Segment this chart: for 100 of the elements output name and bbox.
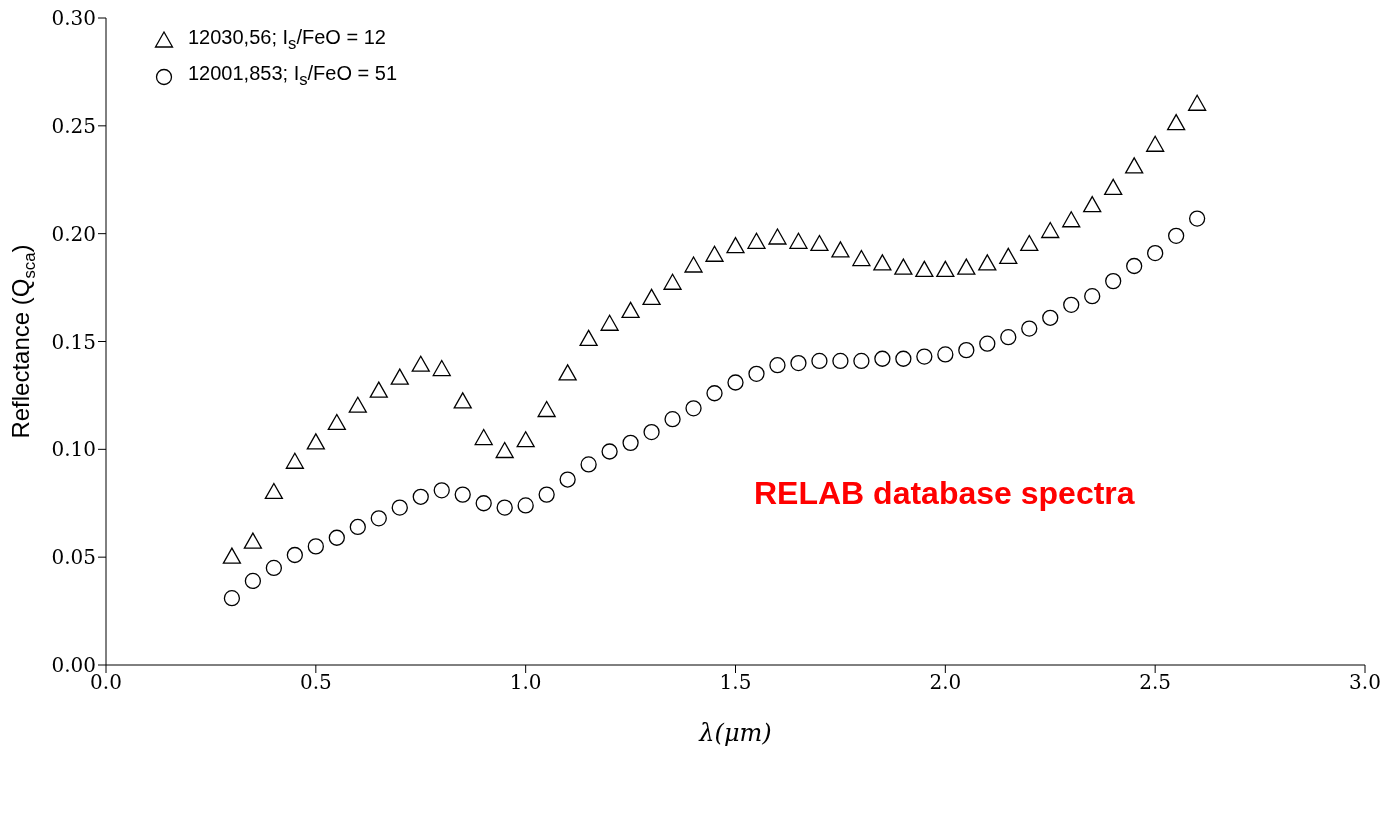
point <box>391 499 408 516</box>
point <box>495 441 514 459</box>
point <box>369 381 388 398</box>
point <box>915 260 934 277</box>
point <box>328 529 345 546</box>
point <box>642 288 661 306</box>
y-tick-label: 0.30 <box>51 6 96 31</box>
y-tick-label: 0.10 <box>51 437 96 462</box>
point <box>727 374 744 391</box>
point <box>517 497 534 514</box>
point <box>412 488 429 505</box>
point <box>1062 211 1081 228</box>
point <box>453 392 472 409</box>
point <box>496 499 513 516</box>
point <box>370 510 387 527</box>
point <box>958 341 975 359</box>
point <box>265 559 283 577</box>
point <box>895 350 912 367</box>
point <box>810 234 829 252</box>
x-tick-label: 2.5 <box>1139 670 1172 695</box>
point <box>705 245 724 262</box>
point <box>643 423 660 441</box>
point <box>306 433 325 450</box>
y-tick-label: 0.20 <box>51 221 96 246</box>
y-tick-label: 0.15 <box>51 329 96 354</box>
point <box>874 350 891 367</box>
point <box>433 482 450 499</box>
point <box>348 396 367 413</box>
point <box>579 329 598 346</box>
point <box>1188 210 1206 227</box>
point <box>432 359 451 377</box>
point <box>894 258 913 275</box>
point <box>538 486 555 503</box>
point <box>1042 309 1059 326</box>
point <box>349 518 366 536</box>
point <box>1167 114 1186 131</box>
point <box>832 352 849 370</box>
point <box>474 428 493 446</box>
point <box>475 495 492 512</box>
point <box>685 400 702 417</box>
y-tick-label: 0.25 <box>51 113 96 138</box>
point <box>684 256 703 273</box>
point <box>1104 178 1123 196</box>
point <box>1020 234 1039 252</box>
point <box>936 260 955 277</box>
point <box>243 532 263 549</box>
y-tick-label: 0.05 <box>51 545 96 570</box>
point <box>664 410 681 428</box>
point <box>411 355 430 372</box>
point <box>726 236 745 254</box>
point <box>852 249 871 267</box>
point <box>307 538 324 555</box>
point <box>390 368 409 385</box>
point <box>1125 157 1144 174</box>
point <box>999 247 1018 265</box>
point <box>789 232 808 249</box>
point <box>601 443 618 460</box>
point <box>1147 244 1164 262</box>
x-tick-label: 0.5 <box>299 670 332 695</box>
point <box>285 452 304 469</box>
point <box>937 346 954 363</box>
point <box>1084 288 1101 305</box>
point <box>600 314 619 331</box>
point <box>769 357 786 374</box>
point <box>706 385 723 402</box>
point <box>916 348 933 365</box>
point <box>957 258 976 275</box>
point <box>264 482 284 500</box>
point <box>537 400 556 418</box>
point <box>790 354 807 372</box>
point <box>748 365 765 382</box>
x-tick-label: 1.5 <box>719 670 752 695</box>
point <box>559 471 576 488</box>
point <box>831 241 850 258</box>
point <box>516 431 535 448</box>
point <box>580 456 597 473</box>
point <box>853 352 870 370</box>
point <box>286 546 303 564</box>
point <box>1168 227 1185 244</box>
x-tick-label: 1.0 <box>509 670 542 695</box>
point <box>1105 272 1122 290</box>
point <box>1146 135 1165 152</box>
point <box>244 572 262 590</box>
point <box>1063 296 1080 313</box>
point <box>1041 221 1060 239</box>
point <box>978 254 997 271</box>
point <box>768 228 787 245</box>
point <box>873 254 892 271</box>
x-tick-label: 2.0 <box>929 670 962 695</box>
point <box>663 273 682 290</box>
point <box>223 589 241 607</box>
point <box>622 434 639 452</box>
x-axis-title: λ(μm) <box>698 719 772 747</box>
point <box>1126 257 1143 275</box>
point <box>979 335 996 352</box>
point <box>1083 195 1102 213</box>
x-tick-label: 3.0 <box>1349 670 1381 695</box>
point <box>1000 329 1017 346</box>
point <box>811 352 828 370</box>
point <box>558 364 577 381</box>
